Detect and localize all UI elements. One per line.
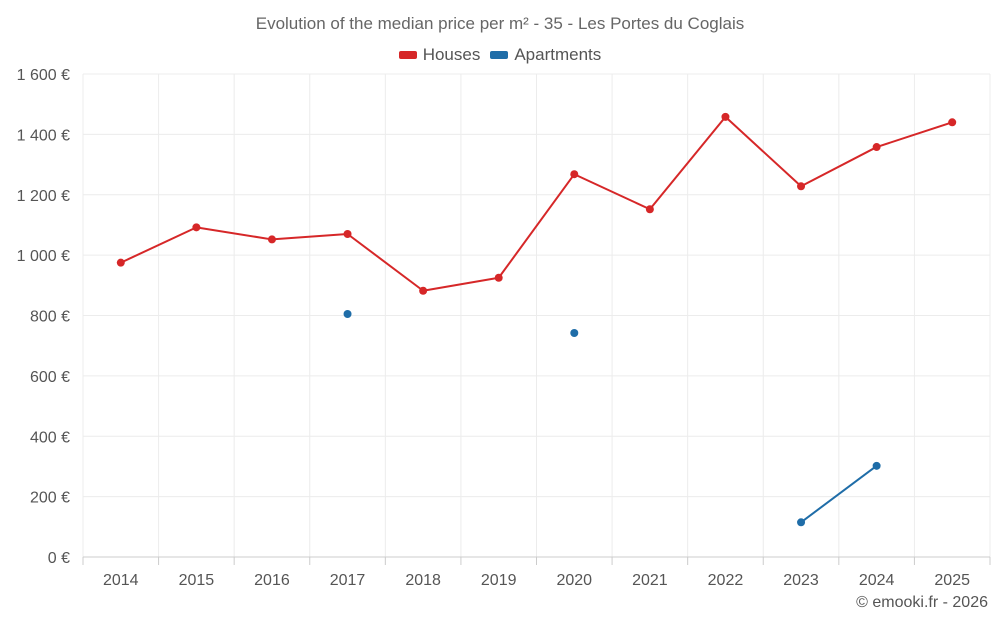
legend-item-houses[interactable]: Houses [398, 45, 481, 65]
series-line-segment-houses [196, 226, 273, 241]
legend-item-apartments[interactable]: Apartments [490, 45, 601, 65]
y-tick-label: 600 € [30, 369, 70, 386]
chart-title: Evolution of the median price per m² - 3… [255, 14, 745, 33]
series-layer [116, 112, 957, 527]
grid [82, 73, 991, 557]
y-tick-label: 1 600 € [17, 67, 70, 84]
y-tick-label: 800 € [30, 309, 70, 326]
y-tick-label: 200 € [30, 490, 70, 507]
x-tick-label: 2016 [254, 572, 290, 589]
credit-text: © emooki.fr - 2026 [856, 594, 988, 611]
y-tick-label: 400 € [30, 429, 70, 446]
legend-label-houses: Houses [422, 45, 481, 64]
x-tick-label: 2024 [859, 572, 895, 589]
data-point-apartments [570, 329, 579, 338]
data-point-apartments [872, 461, 881, 470]
data-point-houses [343, 229, 352, 238]
y-tick-label: 1 200 € [17, 188, 70, 205]
series-line-segment-houses [724, 116, 802, 188]
legend-label-apartments: Apartments [514, 45, 602, 64]
series-line-segment-houses [271, 232, 348, 241]
series-line-segment-apartments [800, 465, 878, 524]
axes [82, 556, 991, 565]
data-point-apartments [797, 518, 806, 527]
x-tick-label: 2014 [103, 572, 139, 589]
x-tick-label: 2023 [783, 572, 819, 589]
data-point-apartments [343, 309, 352, 318]
x-tick-label: 2018 [405, 572, 441, 589]
data-point-houses [267, 235, 276, 244]
data-point-houses [872, 143, 881, 152]
series-line-segment-houses [497, 173, 576, 279]
series-line-segment-houses [346, 233, 424, 292]
data-point-houses [494, 273, 503, 282]
series-line-segment-houses [120, 226, 197, 264]
x-tick-label: 2021 [632, 572, 668, 589]
y-tick-label: 1 400 € [17, 127, 70, 144]
data-point-houses [192, 223, 201, 232]
y-tick-labels: 0 € 200 € 400 € 600 € 800 € 1 000 € 1 200 € 1 4… [17, 67, 70, 567]
data-point-houses [419, 286, 428, 295]
x-tick-label: 2015 [179, 572, 215, 589]
data-point-houses [948, 118, 957, 127]
series-line-segment-houses [800, 146, 878, 188]
data-point-houses [645, 205, 654, 214]
series-line-segment-houses [649, 116, 727, 210]
series-line-segment-houses [422, 276, 499, 292]
x-tick-label: 2022 [708, 572, 744, 589]
legend: Houses Apartments [0, 45, 1000, 65]
data-point-houses [721, 112, 730, 121]
x-tick-label: 2025 [934, 572, 970, 589]
legend-swatch-apartments [490, 51, 509, 59]
data-point-houses [116, 258, 125, 267]
x-tick-label: 2020 [556, 572, 592, 589]
series-line-segment-houses [876, 121, 953, 149]
data-point-houses [797, 182, 806, 191]
series-line-segment-houses [573, 173, 651, 211]
legend-swatch-houses [398, 51, 417, 59]
x-tick-label: 2019 [481, 572, 517, 589]
y-tick-label: 1 000 € [17, 248, 70, 265]
data-point-houses [570, 170, 579, 179]
x-tick-labels: 2014 2015 2016 2017 2018 2019 2020 2021 2022 2023… [103, 572, 970, 589]
y-tick-label: 0 € [48, 550, 70, 567]
x-tick-label: 2017 [330, 572, 366, 589]
